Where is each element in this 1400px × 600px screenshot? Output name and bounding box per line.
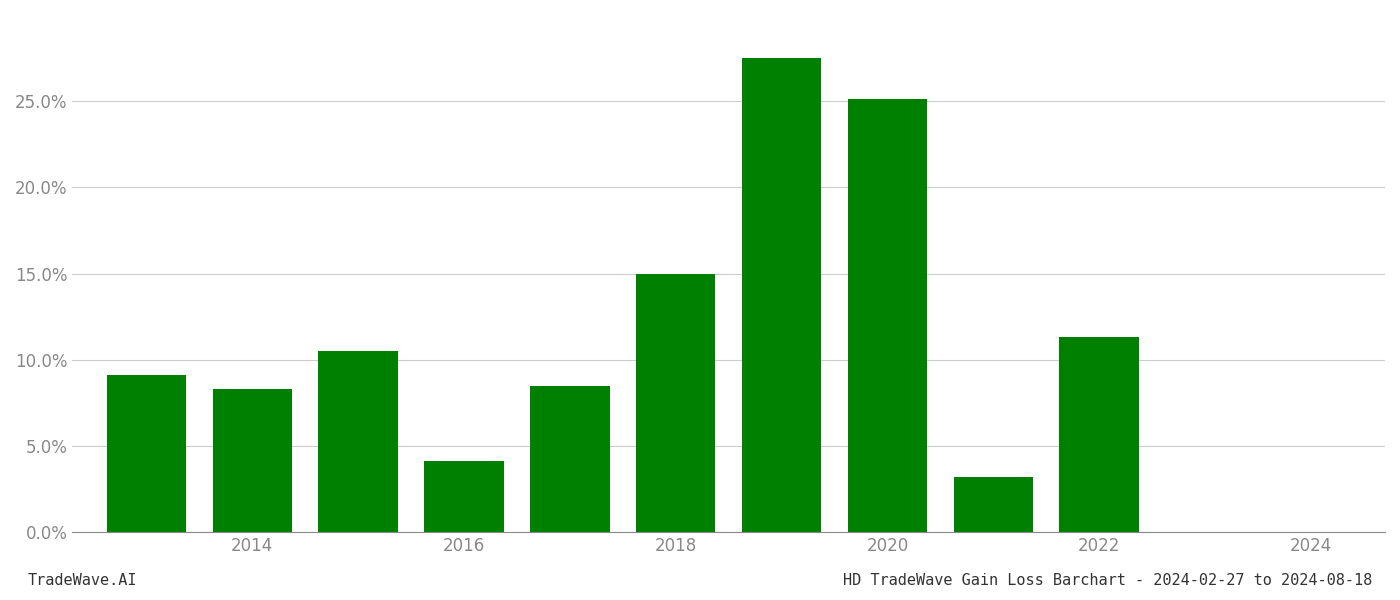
Bar (1060, 337, 1138, 532)
Bar (213, 389, 293, 532)
Text: HD TradeWave Gain Loss Barchart - 2024-02-27 to 2024-08-18: HD TradeWave Gain Loss Barchart - 2024-0… (843, 573, 1372, 588)
Bar (742, 58, 822, 532)
Bar (424, 461, 504, 532)
Bar (636, 274, 715, 532)
Bar (318, 351, 398, 532)
Text: TradeWave.AI: TradeWave.AI (28, 573, 137, 588)
Bar (106, 375, 186, 532)
Bar (953, 477, 1033, 532)
Bar (848, 100, 927, 532)
Bar (531, 386, 609, 532)
